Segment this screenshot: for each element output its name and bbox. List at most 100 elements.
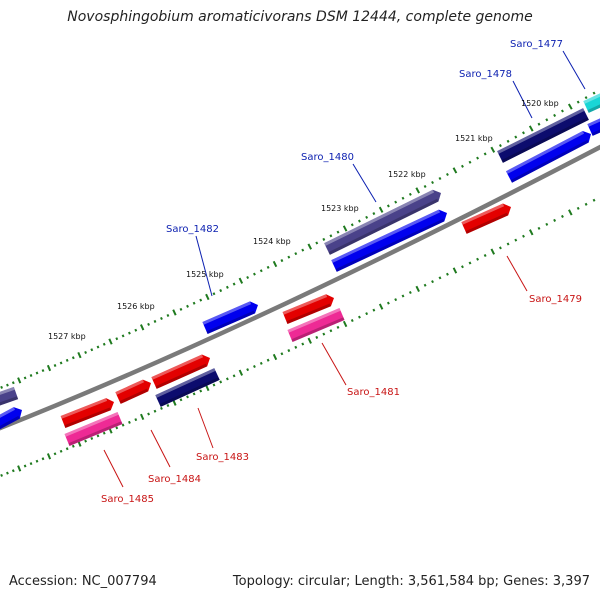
- scale-tick: [272, 260, 278, 268]
- gene-block[interactable]: [202, 301, 258, 334]
- scale-tick: [342, 320, 348, 328]
- scale-label: 1524 kbp: [253, 237, 291, 246]
- scale-tick: [336, 230, 340, 234]
- scale-tick: [452, 267, 458, 274]
- gene-block[interactable]: [461, 203, 511, 234]
- scale-tick: [96, 434, 100, 438]
- scale-tick: [84, 350, 87, 354]
- gene-block[interactable]: [583, 90, 600, 113]
- scale-tick: [71, 444, 75, 448]
- scale-tick: [365, 312, 369, 316]
- scale-tick: [199, 389, 203, 393]
- scale-tick: [253, 272, 256, 276]
- scale-tick: [11, 381, 15, 385]
- callout-saro-1484: [150, 429, 171, 468]
- gene-block[interactable]: [505, 131, 591, 183]
- scale-tick: [192, 301, 196, 305]
- scale-tick: [506, 139, 510, 143]
- scale-tick: [307, 243, 313, 250]
- scale-ticks: [0, 91, 596, 477]
- gene-block[interactable]: [155, 368, 220, 407]
- scale-tick: [408, 192, 412, 196]
- scale-tick: [115, 426, 119, 430]
- scale-tick: [232, 374, 236, 378]
- scale-tick: [225, 285, 229, 289]
- callout-saro-1485: [103, 449, 124, 488]
- gene-block[interactable]: [282, 294, 334, 325]
- scale-tick: [23, 376, 27, 380]
- scale-tick: [65, 447, 69, 451]
- scale-tick: [166, 404, 170, 408]
- scale-tick: [522, 131, 525, 135]
- scale-tick: [6, 383, 9, 387]
- callout-saro-1477: [562, 50, 586, 90]
- scale-tick: [35, 371, 39, 375]
- scale-tick: [259, 269, 263, 273]
- scale-tick: [272, 353, 278, 361]
- scale-label: 1527 kbp: [48, 332, 86, 341]
- scale-tick: [17, 377, 22, 384]
- scale-tick: [476, 257, 479, 261]
- scale-tick: [438, 276, 442, 280]
- gene-block[interactable]: [0, 407, 22, 430]
- gene-label-saro-1483[interactable]: Saro_1483: [196, 452, 249, 463]
- gene-label-saro-1484[interactable]: Saro_1484: [148, 474, 201, 485]
- scale-tick: [342, 225, 348, 232]
- scale-tick: [238, 277, 244, 284]
- scale-tick: [528, 229, 534, 236]
- scale-tick: [115, 337, 119, 341]
- scale-tick: [219, 380, 223, 384]
- scale-tick: [561, 214, 564, 218]
- scale-tick: [102, 342, 106, 346]
- scale-tick: [140, 413, 145, 421]
- scale-tick: [108, 338, 113, 345]
- scale-tick: [301, 248, 305, 252]
- gene-label-saro-1478[interactable]: Saro_1478: [459, 69, 512, 80]
- scale-tick: [401, 196, 405, 200]
- scale-tick: [576, 100, 580, 104]
- gene-label-saro-1479[interactable]: Saro_1479: [529, 294, 582, 305]
- scale-tick: [41, 369, 45, 373]
- scale-tick: [358, 315, 361, 319]
- gene-label-saro-1481[interactable]: Saro_1481: [347, 387, 400, 398]
- scale-tick: [121, 423, 125, 427]
- scale-label: 1523 kbp: [321, 204, 359, 213]
- callout-saro-1481: [321, 342, 347, 386]
- gene-block[interactable]: [497, 108, 589, 163]
- scale-tick: [147, 412, 150, 416]
- gene-label-saro-1477[interactable]: Saro_1477: [510, 39, 563, 50]
- gene-block[interactable]: [151, 354, 210, 389]
- scale-tick: [29, 374, 33, 377]
- scale-tick: [46, 364, 52, 372]
- gene-block[interactable]: [0, 386, 19, 406]
- gene-block[interactable]: [587, 115, 600, 136]
- scale-tick: [560, 109, 564, 113]
- scale-tick: [431, 280, 434, 284]
- gene-label-saro-1482[interactable]: Saro_1482: [166, 224, 219, 235]
- scale-tick: [71, 356, 75, 360]
- scale-tick: [584, 96, 588, 100]
- scale-tick: [423, 283, 427, 287]
- scale-tick: [415, 187, 421, 194]
- gene-block[interactable]: [60, 398, 114, 429]
- gene-block[interactable]: [64, 411, 123, 447]
- gene-block[interactable]: [115, 379, 151, 404]
- scale-tick: [584, 202, 588, 206]
- scale-tick: [350, 223, 354, 227]
- scale-tick: [46, 453, 52, 460]
- gene-label-saro-1485[interactable]: Saro_1485: [101, 494, 154, 505]
- gene-block[interactable]: [324, 189, 441, 255]
- scale-tick: [246, 368, 250, 372]
- scale-tick: [461, 265, 464, 269]
- scale-tick: [53, 452, 57, 456]
- scale-tick: [0, 473, 3, 477]
- scale-tick: [386, 301, 390, 305]
- scale-tick: [372, 308, 376, 312]
- scale-tick: [553, 113, 557, 117]
- scale-tick: [280, 259, 284, 263]
- gene-label-saro-1480[interactable]: Saro_1480: [301, 152, 354, 163]
- gene-block[interactable]: [331, 209, 447, 272]
- scale-tick: [322, 237, 326, 241]
- scale-tick: [322, 332, 326, 336]
- gene-block[interactable]: [287, 308, 345, 342]
